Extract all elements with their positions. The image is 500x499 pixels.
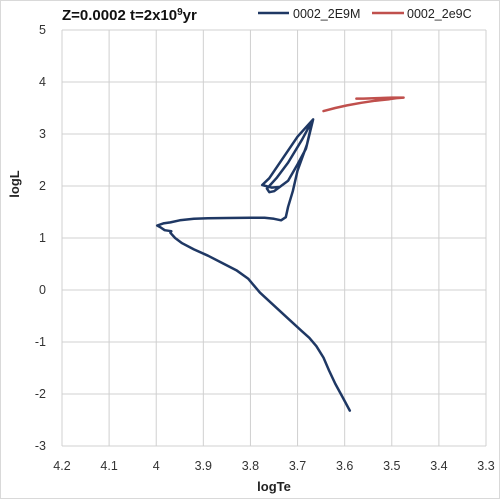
x-tick-label: 4 — [153, 459, 160, 473]
chart-title: Z=0.0002 t=2x109yr — [62, 7, 197, 24]
y-tick-label: 3 — [39, 127, 46, 141]
y-tick-labels: 5 4 3 2 1 0 -1 -2 -3 — [35, 23, 46, 453]
x-tick-labels: 4.2 4.1 4 3.9 3.8 3.7 3.6 3.5 3.4 3.3 — [53, 459, 494, 473]
chart-title-superscript: 9 — [177, 7, 183, 18]
series-group — [155, 96, 405, 412]
x-tick-label: 4.1 — [100, 459, 117, 473]
x-tick-label: 3.3 — [477, 459, 494, 473]
y-tick-label: -3 — [35, 439, 46, 453]
x-axis-title: logTe — [257, 479, 291, 494]
chart-title-prefix: Z=0.0002 t=2x10 — [62, 7, 177, 24]
x-tick-label: 3.4 — [430, 459, 447, 473]
legend: 0002_2E9M 0002_2e9C — [258, 7, 472, 21]
y-tick-label: 2 — [39, 179, 46, 193]
y-axis-title: logL — [7, 170, 22, 197]
y-tick-label: -2 — [35, 387, 46, 401]
y-tick-label: 4 — [39, 75, 46, 89]
x-tick-label: 3.6 — [336, 459, 353, 473]
series-line-0002-2e9c — [322, 96, 405, 113]
grid-lines — [61, 29, 487, 447]
chart-title-suffix: yr — [183, 7, 197, 24]
x-tick-label: 3.8 — [242, 459, 259, 473]
legend-label-0002-2e9m: 0002_2E9M — [293, 7, 360, 21]
y-tick-label: 1 — [39, 231, 46, 245]
x-tick-label: 3.7 — [289, 459, 306, 473]
x-tick-label: 4.2 — [53, 459, 70, 473]
legend-label-0002-2e9c: 0002_2e9C — [407, 7, 472, 21]
x-tick-label: 3.9 — [195, 459, 212, 473]
series-line-0002-2e9m — [155, 118, 352, 412]
y-tick-label: 5 — [39, 23, 46, 37]
y-tick-label: 0 — [39, 283, 46, 297]
y-tick-label: -1 — [35, 335, 46, 349]
x-tick-label: 3.5 — [383, 459, 400, 473]
